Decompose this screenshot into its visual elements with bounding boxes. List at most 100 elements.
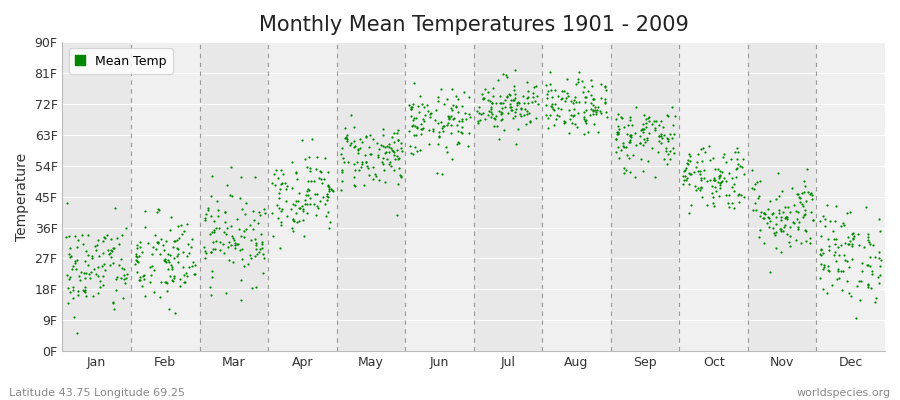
Point: [520, 100, 535, 106]
Point: [732, 190, 746, 197]
Point: [681, 210, 696, 216]
Point: [369, 172, 383, 179]
Point: [414, 126, 428, 132]
Bar: [200, 42, 268, 351]
Point: [815, 266, 830, 272]
Point: [682, 153, 697, 159]
Point: [285, 185, 300, 191]
Point: [446, 86, 460, 92]
Point: [413, 146, 428, 153]
Point: [65, 266, 79, 272]
Point: [285, 216, 300, 223]
Point: [77, 284, 92, 290]
Point: [251, 220, 266, 226]
Point: [821, 236, 835, 242]
Point: [829, 258, 843, 264]
Point: [376, 132, 391, 138]
Point: [238, 211, 252, 217]
Point: [449, 122, 464, 128]
Point: [544, 94, 559, 100]
Point: [787, 202, 801, 208]
Point: [403, 104, 418, 110]
Point: [713, 184, 727, 191]
Point: [151, 240, 166, 246]
Point: [363, 150, 377, 157]
Point: [209, 238, 223, 244]
Point: [279, 186, 293, 192]
Point: [788, 208, 803, 214]
Point: [201, 205, 215, 211]
Point: [185, 236, 200, 242]
Point: [158, 279, 173, 285]
Point: [78, 293, 93, 299]
Point: [711, 166, 725, 172]
Point: [635, 129, 650, 135]
Point: [245, 285, 259, 291]
Point: [608, 136, 623, 142]
Point: [765, 210, 779, 217]
Point: [796, 212, 811, 218]
Point: [861, 239, 876, 246]
Point: [590, 104, 605, 110]
Point: [654, 131, 669, 137]
Point: [93, 277, 107, 284]
Point: [301, 186, 315, 192]
Point: [160, 280, 175, 287]
Point: [280, 183, 294, 190]
Point: [766, 210, 780, 217]
Point: [118, 279, 132, 286]
Point: [722, 204, 736, 210]
Point: [523, 118, 537, 124]
Point: [253, 212, 267, 218]
Text: Latitude 43.75 Longitude 69.25: Latitude 43.75 Longitude 69.25: [9, 388, 185, 398]
Point: [129, 253, 143, 259]
Point: [137, 276, 151, 282]
Point: [843, 208, 858, 215]
Point: [358, 159, 373, 166]
Point: [752, 213, 767, 220]
Point: [253, 246, 267, 253]
Point: [138, 207, 152, 214]
Point: [145, 262, 159, 269]
Point: [831, 244, 845, 250]
Point: [68, 258, 83, 264]
Point: [170, 251, 184, 258]
Point: [405, 122, 419, 128]
Point: [508, 113, 522, 120]
Point: [392, 156, 406, 162]
Point: [566, 100, 580, 106]
Point: [388, 156, 402, 162]
Point: [611, 129, 625, 135]
Point: [499, 72, 513, 78]
Point: [679, 165, 693, 172]
Point: [829, 236, 843, 242]
Point: [796, 213, 810, 220]
Point: [180, 273, 194, 280]
Point: [375, 155, 390, 162]
Point: [635, 121, 650, 127]
Bar: [131, 42, 200, 351]
Point: [113, 274, 128, 281]
Point: [337, 158, 351, 165]
Point: [865, 271, 879, 278]
Point: [439, 96, 454, 102]
Point: [256, 270, 271, 276]
Point: [527, 98, 542, 104]
Point: [684, 170, 698, 177]
Point: [594, 110, 608, 116]
Point: [221, 239, 236, 245]
Point: [801, 189, 815, 195]
Point: [376, 167, 391, 173]
Point: [483, 114, 498, 120]
Point: [142, 264, 157, 270]
Point: [246, 226, 260, 232]
Point: [773, 228, 788, 235]
Bar: [337, 42, 405, 351]
Point: [478, 116, 492, 123]
Point: [482, 108, 497, 114]
Point: [713, 168, 727, 174]
Point: [557, 120, 572, 126]
Point: [321, 183, 336, 189]
Point: [70, 329, 85, 336]
Point: [654, 118, 669, 124]
